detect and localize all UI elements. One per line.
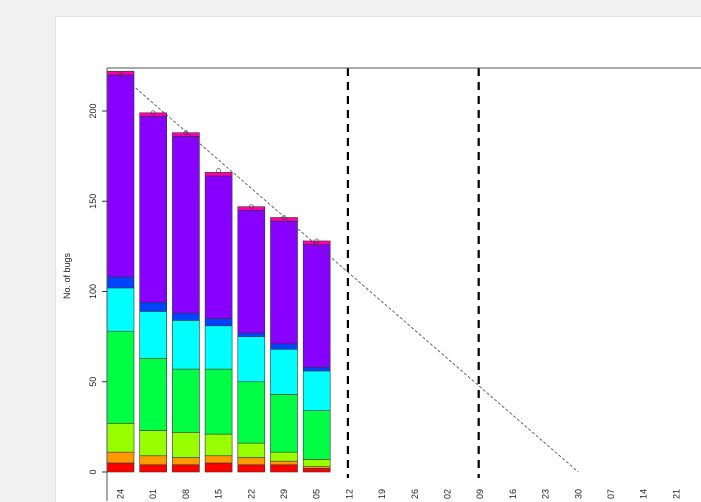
bar-segment <box>237 464 266 473</box>
bar-segment <box>302 459 331 467</box>
bar-segment <box>237 381 266 444</box>
bar-segment <box>106 287 135 332</box>
total-marker <box>118 72 123 78</box>
bar-segment <box>139 464 167 473</box>
x-tick-label: 08 <box>181 489 191 499</box>
x-tick-label: 29 <box>279 489 289 499</box>
bar-segment <box>106 462 135 473</box>
bar-segment <box>172 368 200 433</box>
bar-stack <box>172 130 200 473</box>
bar-segment <box>270 451 298 462</box>
bar-segment <box>204 455 233 464</box>
bar-segment <box>237 336 266 383</box>
bar-segment <box>302 410 331 460</box>
x-tick-label: 15 <box>214 489 224 499</box>
x-tick-label: 30 <box>573 489 583 499</box>
bar-segment <box>204 433 233 457</box>
x-tick-label: 19 <box>377 489 387 499</box>
total-marker <box>216 168 221 173</box>
bar-segment <box>302 468 331 473</box>
total-marker <box>150 110 156 116</box>
bar-stack <box>106 70 135 473</box>
bar-segment <box>270 343 298 350</box>
x-tick-label: 05 <box>312 489 322 499</box>
bar-segment <box>139 116 167 303</box>
bar-stack <box>270 215 298 473</box>
bar-segment <box>172 464 200 473</box>
bar-stack <box>204 168 233 473</box>
bar-segment <box>237 332 266 337</box>
y-axis-label: No. of bugs <box>62 252 72 299</box>
trend-line <box>120 74 579 473</box>
total-marker <box>249 204 254 209</box>
bar-segment <box>139 311 167 359</box>
x-tick-label: 16 <box>508 489 518 499</box>
x-tick-label: 12 <box>344 489 354 499</box>
bar-segment <box>106 451 135 464</box>
bar-stack <box>237 204 266 473</box>
bar-segment <box>204 318 233 327</box>
bar-segment <box>302 244 331 368</box>
total-marker <box>183 130 189 135</box>
y-tick-label: 50 <box>88 377 98 387</box>
x-tick-label: 01 <box>148 489 158 499</box>
bar-segment <box>106 276 135 289</box>
bar-segment <box>139 455 167 466</box>
total-marker <box>314 238 320 244</box>
x-tick-label: 21 <box>671 489 681 499</box>
bar-segment <box>172 312 200 321</box>
bar-segment <box>106 330 135 424</box>
bar-segment <box>139 357 167 431</box>
bar-segment <box>237 442 266 458</box>
bar-segment <box>270 394 298 453</box>
bar-segment <box>302 367 331 372</box>
y-tick-label: 150 <box>88 194 98 209</box>
bar-segment <box>204 172 233 177</box>
bar-segment <box>172 135 200 314</box>
bar-segment <box>139 430 167 457</box>
bar-segment <box>106 74 135 278</box>
bar-segment <box>172 320 200 370</box>
bar-segment <box>204 368 233 435</box>
bar-segment <box>270 220 298 345</box>
y-tick-label: 100 <box>88 284 98 299</box>
x-tick-label: 26 <box>410 489 420 499</box>
bar-segment <box>302 370 331 411</box>
x-tick-label: 02 <box>443 489 453 499</box>
bar-segment <box>172 431 200 458</box>
x-tick-label: 14 <box>639 489 649 499</box>
x-tick-label: 22 <box>246 489 256 499</box>
bar-segment <box>237 209 266 334</box>
bar-segment <box>237 457 266 466</box>
bar-stack <box>139 110 167 473</box>
y-tick-label: 200 <box>88 103 98 118</box>
bar-segment <box>172 457 200 466</box>
x-tick-label: 24 <box>116 489 126 499</box>
bar-segment <box>139 302 167 312</box>
bar-segment <box>270 348 298 395</box>
bar-segment <box>204 175 233 319</box>
total-marker <box>281 215 287 220</box>
bar-segment <box>204 325 233 370</box>
y-tick-label: 0 <box>88 469 98 474</box>
bar-stack <box>302 238 331 473</box>
x-tick-label: 07 <box>606 489 616 499</box>
bar-segment <box>270 464 298 473</box>
bar-segment <box>270 460 298 466</box>
bar-segment <box>204 462 233 473</box>
x-tick-label: 09 <box>475 489 485 499</box>
bar-segment <box>106 422 135 453</box>
x-tick-label: 23 <box>541 489 551 499</box>
